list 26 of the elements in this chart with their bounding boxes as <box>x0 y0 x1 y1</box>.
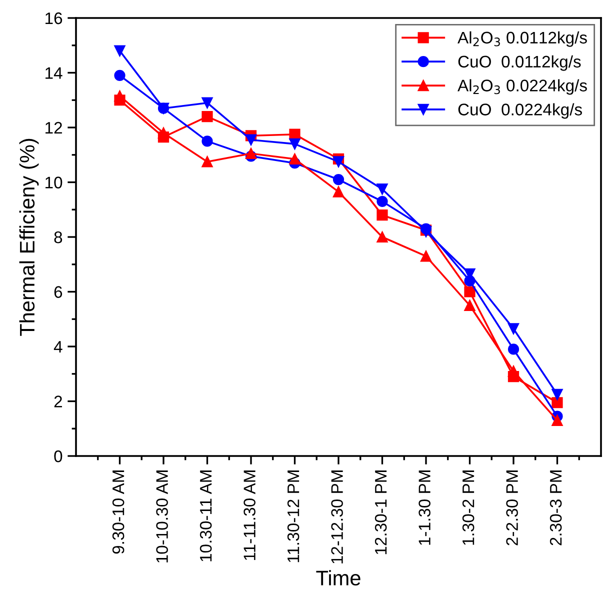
y-tick-label: 10 <box>46 176 62 188</box>
y-tick-label: 2 <box>54 396 62 408</box>
x-tick-label: 1.30-2 PM <box>462 470 474 545</box>
x-tick-label: 9.30-10 AM <box>112 470 124 554</box>
legend-label: Al$_{2}$O$_{3}$ 0.0224kg/s <box>458 79 587 95</box>
x-tick-label: 11.30-12 PM <box>287 470 300 562</box>
y-tick-label: 16 <box>46 12 62 24</box>
y-tick-label: 8 <box>54 231 62 244</box>
x-axis-title: Time <box>316 570 360 586</box>
legend-label: CuO 0.0224kg/s <box>458 103 582 119</box>
y-tick-label: 6 <box>54 286 62 298</box>
y-axis-title: Thermal Efficieny (%) <box>19 138 39 336</box>
x-tick-label: 10.30-11 AM <box>200 470 212 562</box>
legend-label: Al$_{2}$O$_{3}$ 0.0112kg/s <box>458 31 587 47</box>
x-tick-label: 12.30-1 PM <box>374 470 387 554</box>
y-tick-label: 14 <box>46 67 62 79</box>
legend-label: CuO 0.0112kg/s <box>458 55 581 71</box>
x-tick-label: 2.30-3 PM <box>550 470 562 546</box>
x-tick-label: 2-2.30 PM <box>506 470 518 546</box>
y-tick-label: 4 <box>54 341 62 353</box>
y-tick-label: 12 <box>46 122 62 134</box>
x-tick-label: 12-12.30 PM <box>331 470 343 564</box>
x-tick-label: 11-11.30 AM <box>244 470 256 560</box>
x-tick-label: 10-10.30 AM <box>156 470 168 562</box>
x-tick-label: 1-1.30 PM <box>418 470 430 545</box>
y-tick-label: 0 <box>54 450 62 462</box>
